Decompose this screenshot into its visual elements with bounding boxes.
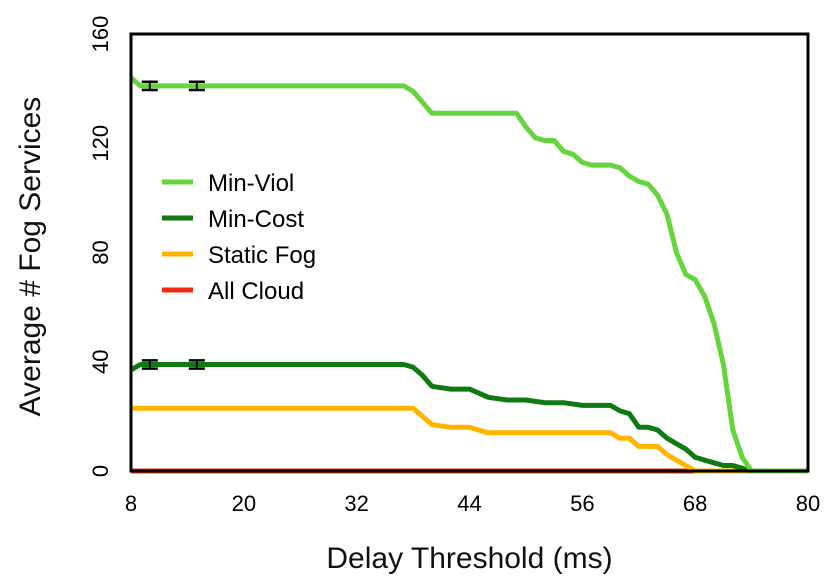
error-bar xyxy=(188,80,205,92)
y-axis-label: Average # Fog Services xyxy=(14,97,47,417)
x-tick-label: 20 xyxy=(232,491,256,516)
error-bar xyxy=(188,359,205,370)
legend-label: Min-Cost xyxy=(208,206,304,233)
series-line-min-cost xyxy=(129,362,808,474)
error-bars xyxy=(141,80,205,370)
x-tick-label: 68 xyxy=(683,491,707,516)
y-tick-label: 120 xyxy=(88,125,113,162)
y-tick-label: 160 xyxy=(88,16,113,53)
legend-label: Static Fog xyxy=(208,242,316,269)
series-line-min-viol xyxy=(129,75,808,474)
y-tick-label: 0 xyxy=(88,465,113,477)
x-axis-ticks: 8 20 32 44 56 68 80 xyxy=(125,491,820,516)
y-tick-label: 80 xyxy=(88,240,113,264)
x-tick-label: 44 xyxy=(457,491,481,516)
legend-item: Min-Cost xyxy=(162,206,304,233)
legend-item: Static Fog xyxy=(162,242,316,269)
legend: Min-Viol Min-Cost Static Fog All Cloud xyxy=(162,170,316,305)
legend-item: All Cloud xyxy=(162,278,304,305)
x-tick-label: 32 xyxy=(344,491,368,516)
x-tick-label: 8 xyxy=(125,491,137,516)
x-tick-label: 80 xyxy=(796,491,820,516)
legend-item: Min-Viol xyxy=(162,170,294,197)
y-axis-ticks: 0 40 80 120 160 xyxy=(88,16,113,477)
legend-label: Min-Viol xyxy=(208,170,294,197)
error-bar xyxy=(141,80,158,92)
error-bar xyxy=(141,359,158,370)
y-tick-label: 40 xyxy=(88,350,113,374)
series-lines xyxy=(129,75,808,474)
plot-area-frame xyxy=(129,32,810,473)
legend-label: All Cloud xyxy=(208,278,304,305)
x-axis-label: Delay Threshold (ms) xyxy=(326,542,612,575)
x-tick-label: 56 xyxy=(570,491,594,516)
